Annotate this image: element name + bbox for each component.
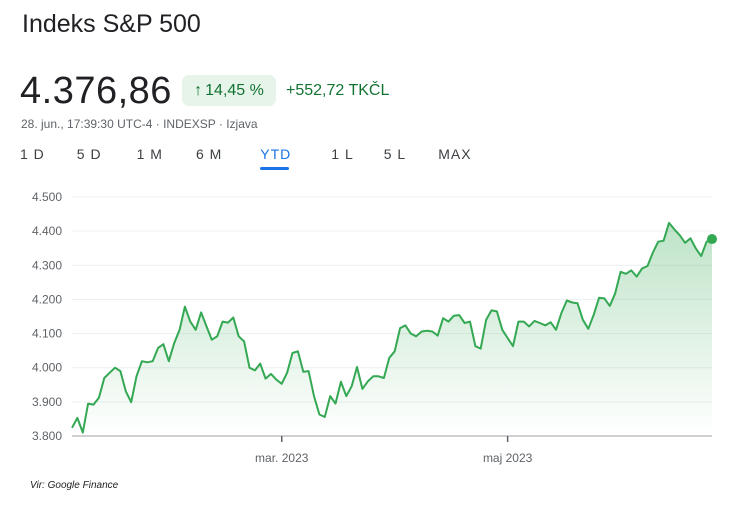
page-title: Indeks S&P 500 bbox=[22, 10, 201, 38]
tab-6m[interactable]: 6 M bbox=[195, 146, 223, 162]
tab-5d[interactable]: 5 D bbox=[76, 146, 102, 162]
tab-max[interactable]: MAX bbox=[438, 146, 472, 162]
last-price-dot bbox=[707, 234, 717, 245]
x-tick-label: mar. 2023 bbox=[255, 451, 309, 465]
price-chart: 4.500 4.400 4.300 4.200 4.100 4.000 3.900 3.800… bbox=[32, 190, 717, 465]
y-tick-label: 4.500 bbox=[32, 190, 62, 204]
price-area bbox=[72, 222, 712, 436]
tab-ytd[interactable]: YTD bbox=[260, 146, 291, 170]
y-tick-label: 3.900 bbox=[32, 395, 62, 409]
tab-5l[interactable]: 5 L bbox=[383, 146, 407, 162]
x-tick-label: maj 2023 bbox=[483, 451, 533, 465]
y-tick-label: 4.000 bbox=[32, 361, 62, 375]
arrow-up-icon: ↑ bbox=[194, 81, 203, 99]
range-tabs: 1 D 5 D 1 M 6 M YTD 1 L 5 L MAX bbox=[20, 146, 472, 170]
current-price: 4.376,86 bbox=[20, 70, 172, 112]
change-percent: 14,45 % bbox=[205, 81, 264, 99]
tab-1l[interactable]: 1 L bbox=[331, 146, 354, 162]
tab-1m[interactable]: 1 M bbox=[136, 146, 163, 162]
y-tick-label: 4.200 bbox=[32, 292, 62, 306]
change-absolute: +552,72 TKČL bbox=[286, 82, 390, 99]
price-line bbox=[71, 221, 713, 434]
y-tick-label: 4.100 bbox=[32, 327, 62, 341]
y-tick-label: 3.800 bbox=[32, 429, 62, 443]
source-note: Vir: Google Finance bbox=[30, 480, 119, 491]
tab-1d[interactable]: 1 D bbox=[20, 146, 45, 162]
y-tick-label: 4.400 bbox=[32, 224, 62, 238]
change-percent-badge: ↑ 14,45 % bbox=[182, 75, 276, 106]
quote-meta: 28. jun., 17:39:30 UTC-4 · INDEXSP · Izj… bbox=[21, 117, 258, 131]
y-tick-label: 4.300 bbox=[32, 258, 62, 272]
